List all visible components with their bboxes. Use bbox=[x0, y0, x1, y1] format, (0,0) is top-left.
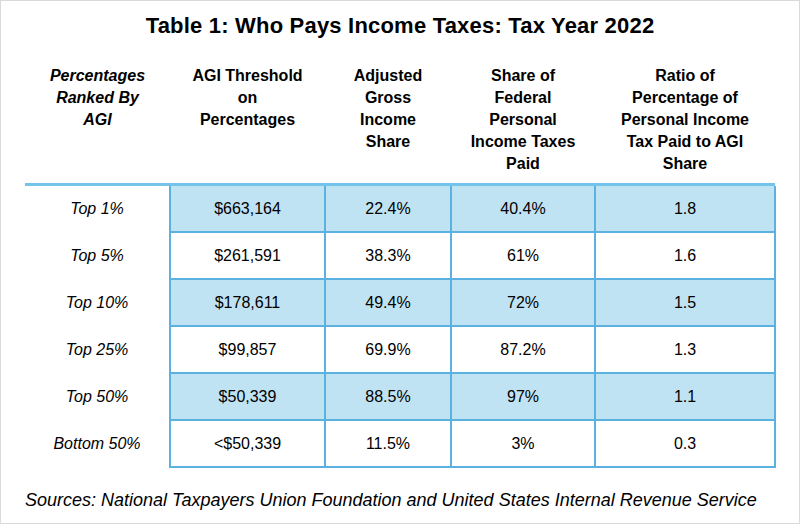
column-header-agi-threshold: AGI Threshold on Percentages bbox=[170, 65, 325, 175]
column-header-percentages-ranked-by-agi: Percentages Ranked By AGI bbox=[25, 65, 170, 175]
row-label: Top 1% bbox=[25, 186, 170, 232]
ratio-cell: 0.3 bbox=[595, 420, 775, 467]
agi-threshold-cell: <$50,339 bbox=[170, 420, 325, 467]
column-header-agi-share: Adjusted Gross Income Share bbox=[325, 65, 451, 175]
agi-share-cell: 38.3% bbox=[325, 232, 451, 279]
row-label: Top 5% bbox=[25, 232, 170, 279]
ratio-cell: 1.8 bbox=[595, 186, 775, 232]
tax-share-cell: 87.2% bbox=[451, 326, 595, 373]
row-label: Top 25% bbox=[25, 326, 170, 373]
table-row-top-1: Top 1% $663,164 22.4% 40.4% 1.8 bbox=[25, 186, 775, 232]
agi-threshold-cell: $99,857 bbox=[170, 326, 325, 373]
tax-share-cell: 72% bbox=[451, 279, 595, 326]
ratio-cell: 1.5 bbox=[595, 279, 775, 326]
ratio-cell: 1.3 bbox=[595, 326, 775, 373]
table-row-top-25: Top 25% $99,857 69.9% 87.2% 1.3 bbox=[25, 326, 775, 373]
who-pays-income-taxes-figure: Table 1: Who Pays Income Taxes: Tax Year… bbox=[0, 0, 800, 524]
table-title: Table 1: Who Pays Income Taxes: Tax Year… bbox=[1, 1, 799, 39]
agi-threshold-cell: $663,164 bbox=[170, 186, 325, 232]
ratio-cell: 1.6 bbox=[595, 232, 775, 279]
tax-share-cell: 40.4% bbox=[451, 186, 595, 232]
table-row-top-10: Top 10% $178,611 49.4% 72% 1.5 bbox=[25, 279, 775, 326]
agi-threshold-cell: $178,611 bbox=[170, 279, 325, 326]
agi-share-cell: 11.5% bbox=[325, 420, 451, 467]
ratio-cell: 1.1 bbox=[595, 373, 775, 420]
data-table: Top 1% $663,164 22.4% 40.4% 1.8 Top 5% $… bbox=[25, 186, 776, 468]
column-header-tax-share: Share of Federal Personal Income Taxes P… bbox=[451, 65, 595, 175]
agi-threshold-cell: $50,339 bbox=[170, 373, 325, 420]
table-row-top-50: Top 50% $50,339 88.5% 97% 1.1 bbox=[25, 373, 775, 420]
column-header-ratio: Ratio of Percentage of Personal Income T… bbox=[595, 65, 775, 175]
table-row-bottom-50: Bottom 50% <$50,339 11.5% 3% 0.3 bbox=[25, 420, 775, 467]
table-row-top-5: Top 5% $261,591 38.3% 61% 1.6 bbox=[25, 232, 775, 279]
row-label: Top 10% bbox=[25, 279, 170, 326]
agi-share-cell: 88.5% bbox=[325, 373, 451, 420]
row-label: Top 50% bbox=[25, 373, 170, 420]
row-label: Bottom 50% bbox=[25, 420, 170, 467]
sources-note: Sources: National Taxpayers Union Founda… bbox=[25, 490, 799, 511]
agi-share-cell: 49.4% bbox=[325, 279, 451, 326]
tax-share-cell: 97% bbox=[451, 373, 595, 420]
agi-threshold-cell: $261,591 bbox=[170, 232, 325, 279]
agi-share-cell: 22.4% bbox=[325, 186, 451, 232]
tax-share-cell: 3% bbox=[451, 420, 595, 467]
tax-share-cell: 61% bbox=[451, 232, 595, 279]
agi-share-cell: 69.9% bbox=[325, 326, 451, 373]
table-header-row: Percentages Ranked By AGI AGI Threshold … bbox=[25, 65, 775, 175]
